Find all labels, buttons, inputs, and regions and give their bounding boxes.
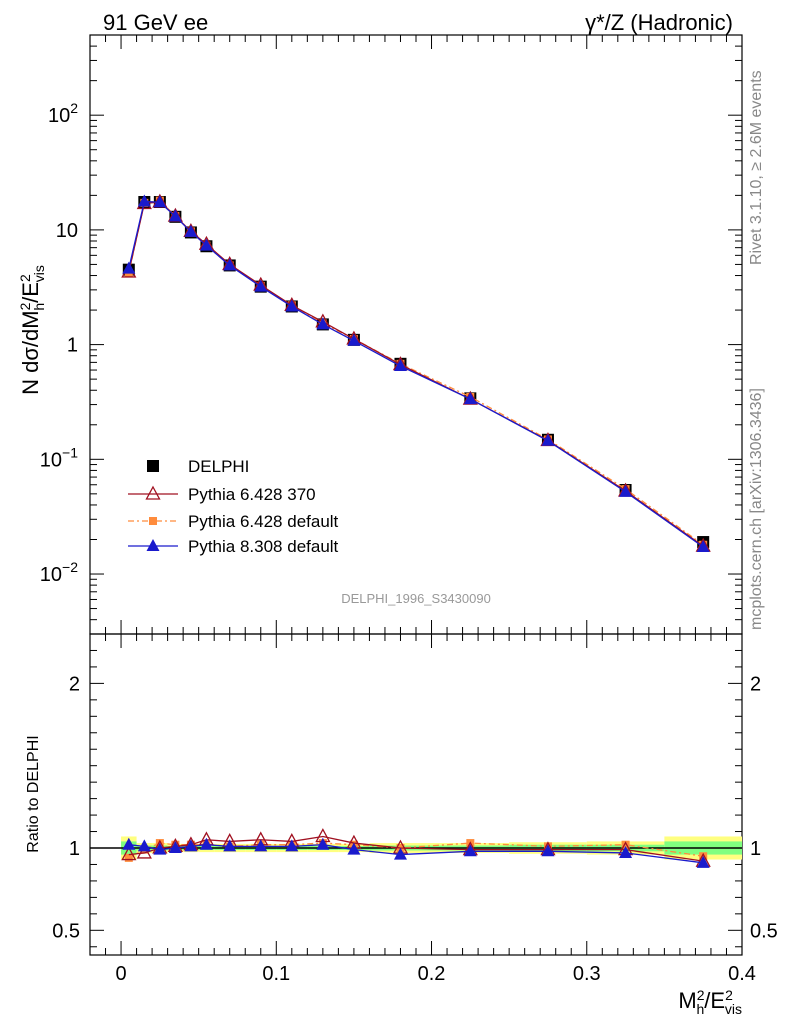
- main-point-p8: [316, 317, 330, 330]
- main-y-tick-label: 10−1: [40, 444, 78, 471]
- ratio-x-tick-label: 0: [115, 963, 126, 985]
- ratio-point-p8: [285, 839, 299, 852]
- ratio-point-p8: [254, 839, 268, 852]
- ratio-y-tick-label: 0.5: [52, 920, 80, 942]
- ratio-point-p8: [619, 845, 633, 858]
- main-y-tick-label: 10−2: [40, 559, 78, 586]
- main-point-p8: [696, 540, 710, 553]
- ratio-point-p6_370: [136, 844, 152, 859]
- ratio-line-p8: [128, 844, 704, 864]
- ratio-point-p6_370: [121, 846, 137, 861]
- legend-label-data: DELPHI: [188, 457, 249, 476]
- ratio-y-tick-label: 1: [69, 838, 80, 860]
- main-y-tick-label: 1: [67, 335, 78, 357]
- main-y-tick-label: 10: [56, 220, 78, 242]
- legend-marker-p6_default: [149, 517, 157, 525]
- ratio-panel: Ratio to DELPHI M2 h/E2 vis: [25, 633, 743, 1017]
- ratio-point-p8: [393, 847, 407, 860]
- main-point-p8: [285, 299, 299, 312]
- ratio-point-p8: [696, 855, 710, 868]
- ratio-point-p8: [199, 837, 213, 850]
- ratio-x-tick-label: 0.1: [262, 963, 290, 985]
- legend-label-p8: Pythia 8.308 default: [188, 537, 339, 556]
- legend-marker-p8: [146, 539, 160, 551]
- main-watermark: DELPHI_1996_S3430090: [341, 591, 491, 606]
- main-point-p8: [137, 194, 151, 207]
- svg-text:M2h/E2vis: M2 h/E2 vis: [678, 987, 742, 1017]
- legend-label-p6_370: Pythia 6.428 370: [188, 485, 316, 504]
- ratio-point-p8: [347, 842, 361, 855]
- ratio-point-p8: [184, 839, 198, 852]
- header-right: γ*/Z (Hadronic): [585, 10, 733, 35]
- side-rivet-text: Rivet 3.1.10, ≥ 2.6M events: [748, 70, 765, 265]
- side-mcplots-text: mcplots.cern.ch [arXiv:1306.3436]: [748, 388, 765, 630]
- main-point-p8: [223, 258, 237, 271]
- main-point-p8: [541, 433, 555, 446]
- main-y-tick-label: 102: [48, 100, 78, 127]
- ratio-y-tick-label-right: 0.5: [750, 920, 778, 942]
- ratio-point-p6_default: [124, 853, 133, 862]
- ratio-frame: [89, 633, 743, 956]
- main-point-p8: [199, 238, 213, 251]
- svg-text:mcplots.cern.ch [arXiv:1306.34: mcplots.cern.ch [arXiv:1306.3436]: [748, 388, 765, 630]
- main-point-p8: [619, 484, 633, 497]
- main-point-p8: [254, 279, 268, 292]
- svg-text:N dσ/dM2h/E2vis: N dσ/dM2h/E2vis: [17, 265, 47, 395]
- svg-text:Ratio to DELPHI: Ratio to DELPHI: [25, 735, 42, 852]
- ratio-y-tick-label-right: 1: [750, 838, 761, 860]
- main-point-p8: [122, 261, 136, 274]
- main-point-p8: [393, 359, 407, 372]
- main-point-p8: [168, 209, 182, 222]
- ratio-line-p6_default: [128, 842, 704, 859]
- ratio-x-tick-label: 0.4: [728, 963, 756, 985]
- ratio-point-p8: [223, 839, 237, 852]
- ratio-point-p8: [122, 837, 136, 850]
- main-point-p8: [153, 195, 167, 208]
- ratio-point-p8: [316, 837, 330, 850]
- legend-label-p6_default: Pythia 6.428 default: [188, 512, 339, 531]
- main-y-axis-label: N dσ/dM2h/E2vis: [17, 265, 47, 395]
- legend-marker-data: [147, 460, 159, 472]
- ratio-point-p6_default: [621, 840, 630, 849]
- ratio-point-p8: [463, 844, 477, 857]
- ratio-x-axis-label: M2 h/E2 vis: [678, 987, 742, 1017]
- svg-text:Rivet 3.1.10, ≥ 2.6M events: Rivet 3.1.10, ≥ 2.6M events: [748, 70, 765, 265]
- ratio-point-p8: [541, 844, 555, 857]
- header-left: 91 GeV ee: [103, 10, 208, 35]
- ratio-y-axis-label: Ratio to DELPHI: [25, 735, 42, 852]
- ratio-x-tick-label: 0.2: [418, 963, 446, 985]
- ratio-y-tick-label: 2: [69, 673, 80, 695]
- main-point-p8: [347, 333, 361, 346]
- legend-marker-p6_370: [145, 485, 161, 500]
- main-line-p8: [128, 200, 704, 548]
- main-point-p8: [184, 224, 198, 237]
- ratio-point-p8: [168, 841, 182, 853]
- main-panel: DELPHI_1996_S3430090 N dσ/dM2h/E2vis: [17, 34, 743, 635]
- ratio-y-tick-label-right: 2: [750, 673, 761, 695]
- ratio-point-p8: [153, 842, 167, 855]
- ratio-x-tick-label: 0.3: [573, 963, 601, 985]
- main-point-p8: [463, 392, 477, 405]
- ratio-line-p6_370: [128, 835, 704, 862]
- legend: DELPHI Pythia 6.428 370 Pythia 6.428 defau…: [128, 457, 339, 556]
- ratio-point-p8: [137, 839, 151, 852]
